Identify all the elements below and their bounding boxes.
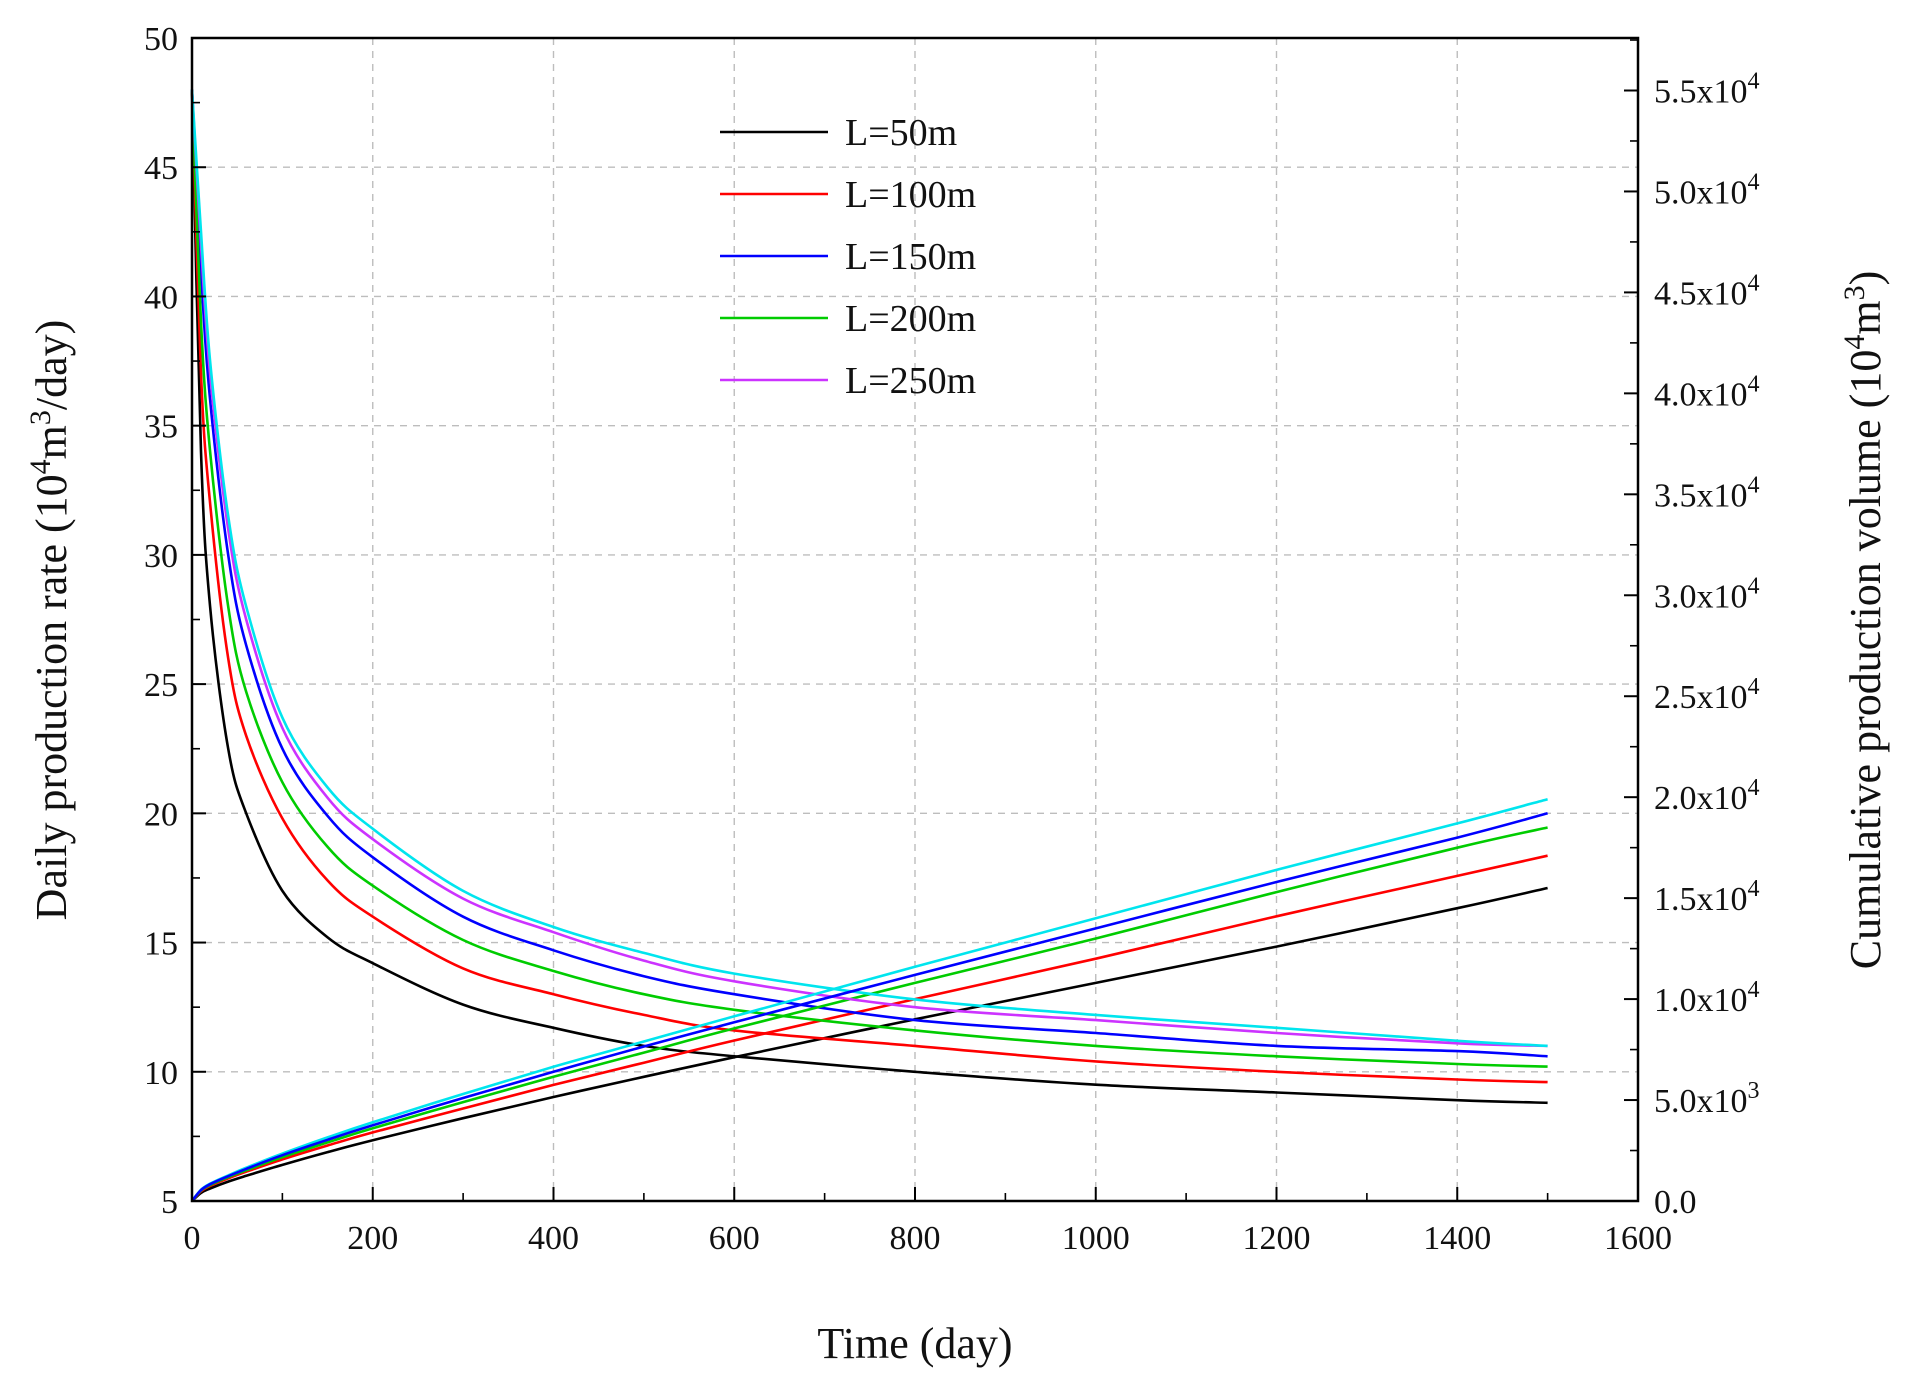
x-tick-label: 800 <box>890 1220 941 1257</box>
y-left-axis-title: Daily production rate (104m3/day) <box>24 320 77 921</box>
x-tick-label: 1000 <box>1062 1220 1130 1257</box>
y-left-tick-label: 10 <box>144 1055 178 1092</box>
x-tick-label: 1600 <box>1604 1220 1672 1257</box>
y-left-tick-labels: 5 10 15 20 25 30 35 40 45 50 <box>144 21 178 1221</box>
y-right-tick-label: 4.5x104 <box>1654 270 1760 312</box>
y-left-tick-label: 20 <box>144 796 178 833</box>
y-right-tick-label: 5.0x103 <box>1654 1078 1760 1120</box>
cumulative-line-l-150m-cumulative- <box>190 812 1548 1202</box>
y-right-tick-label: 2.0x104 <box>1654 775 1760 817</box>
y-left-tick-label: 50 <box>144 21 178 58</box>
daily-rate-line-l-150m <box>190 89 1548 1058</box>
legend-label: L=150m <box>845 236 976 278</box>
y-right-tick-label: 3.0x104 <box>1654 573 1760 615</box>
x-tick-label: 1200 <box>1243 1220 1311 1257</box>
y-right-tick-label: 2.5x104 <box>1654 674 1760 716</box>
x-tick-label: 200 <box>347 1220 398 1257</box>
y-right-tick-labels: 0.0 5.0x103 1.0x104 1.5x104 2.0x104 2.5x104 3.… <box>1654 68 1760 1221</box>
x-tick-label: 400 <box>528 1220 579 1257</box>
x-tick-label: 600 <box>709 1220 760 1257</box>
y-left-tick-label: 25 <box>144 667 178 704</box>
y-right-tick-label: 5.0x104 <box>1654 169 1760 211</box>
daily-rate-line-l-200m <box>190 89 1548 1068</box>
legend: L=50m L=100m L=150m L=200m L=250m <box>720 112 976 402</box>
cumulative-line-l-50m <box>191 886 1548 1202</box>
y-right-tick-label: 1.5x104 <box>1654 876 1760 918</box>
daily-rate-line-l-250m-cyan- <box>190 89 1548 1048</box>
grid-lines <box>192 38 1638 1201</box>
daily-rate-line-l-50m <box>190 89 1548 1105</box>
legend-label: L=250m <box>845 360 976 402</box>
y-right-tick-label: 0.0 <box>1654 1184 1697 1221</box>
y-right-tick-label: 4.0x104 <box>1654 371 1760 413</box>
y-right-tick-label: 3.5x104 <box>1654 472 1760 514</box>
x-axis-title: Time (day) <box>817 1319 1012 1368</box>
y-left-tick-label: 45 <box>144 150 178 187</box>
y-left-tick-label: 5 <box>161 1184 178 1221</box>
axis-ticks <box>191 37 1639 1202</box>
legend-label: L=50m <box>845 112 957 154</box>
y-left-tick-label: 15 <box>144 926 178 963</box>
series-lines <box>190 89 1548 1202</box>
daily-rate-line-l-100m <box>190 89 1548 1084</box>
legend-label: L=100m <box>845 174 976 216</box>
y-left-tick-label: 40 <box>144 279 178 316</box>
y-left-tick-label: 35 <box>144 409 178 446</box>
y-right-axis-title: Cumulative production volume (104m3) <box>1838 271 1891 969</box>
legend-label: L=200m <box>845 298 976 340</box>
x-tick-label: 1400 <box>1423 1220 1491 1257</box>
daily-rate-line-l-250m <box>190 89 1548 1048</box>
x-axis-tick-labels: 0 200 400 600 800 1000 1200 1400 1600 <box>184 1220 1673 1257</box>
x-tick-label: 0 <box>184 1220 201 1257</box>
y-right-tick-label: 1.0x104 <box>1654 977 1760 1019</box>
y-left-tick-label: 30 <box>144 538 178 575</box>
y-right-tick-label: 5.5x104 <box>1654 68 1760 110</box>
